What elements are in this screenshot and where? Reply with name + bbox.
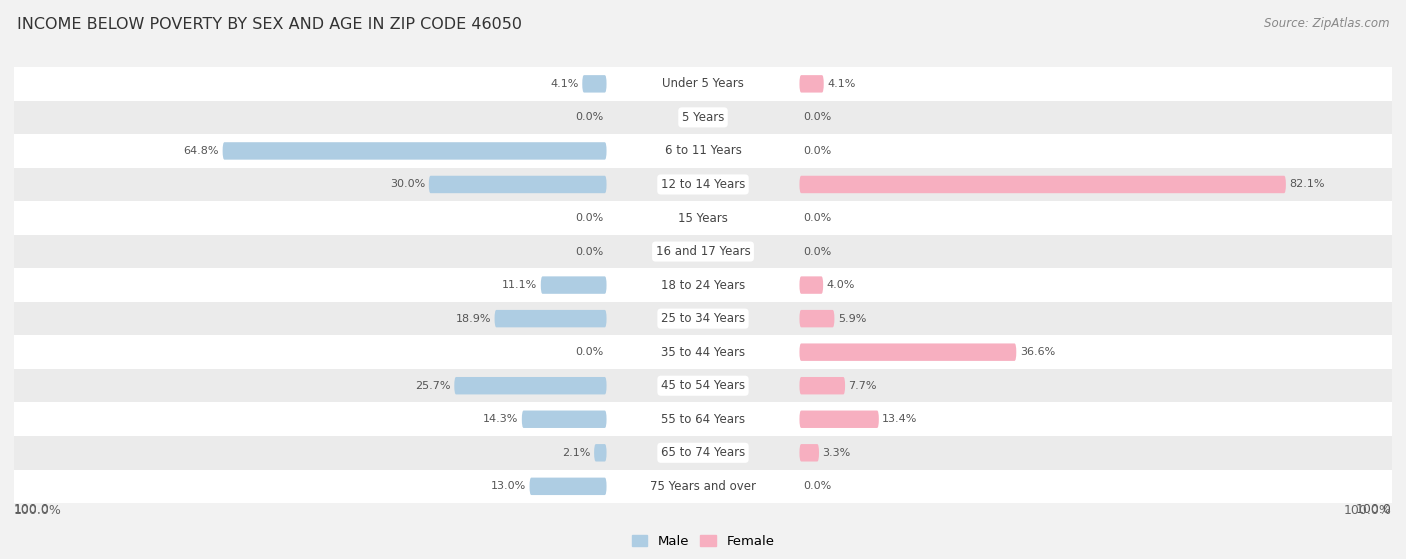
FancyBboxPatch shape xyxy=(541,276,606,294)
Text: 30.0%: 30.0% xyxy=(389,179,426,190)
Text: 100.0: 100.0 xyxy=(14,503,51,516)
FancyBboxPatch shape xyxy=(800,176,1286,193)
Text: 16 and 17 Years: 16 and 17 Years xyxy=(655,245,751,258)
Text: 65 to 74 Years: 65 to 74 Years xyxy=(661,446,745,459)
Text: 0.0%: 0.0% xyxy=(575,347,603,357)
Text: 100.0%: 100.0% xyxy=(14,504,62,517)
Legend: Male, Female: Male, Female xyxy=(626,529,780,553)
FancyBboxPatch shape xyxy=(429,176,606,193)
FancyBboxPatch shape xyxy=(800,343,1017,361)
FancyBboxPatch shape xyxy=(800,377,845,395)
Text: 64.8%: 64.8% xyxy=(184,146,219,156)
Text: 2.1%: 2.1% xyxy=(562,448,591,458)
Text: 0.0%: 0.0% xyxy=(803,247,831,257)
Text: 14.3%: 14.3% xyxy=(484,414,519,424)
Text: 100.0%: 100.0% xyxy=(1344,504,1392,517)
Text: 13.0%: 13.0% xyxy=(491,481,526,491)
FancyBboxPatch shape xyxy=(800,310,834,328)
Text: 55 to 64 Years: 55 to 64 Years xyxy=(661,413,745,426)
FancyBboxPatch shape xyxy=(530,477,606,495)
Bar xyxy=(14,134,1392,168)
Text: 75 Years and over: 75 Years and over xyxy=(650,480,756,493)
Bar xyxy=(14,302,1392,335)
Bar xyxy=(14,268,1392,302)
Text: 35 to 44 Years: 35 to 44 Years xyxy=(661,345,745,359)
Text: 5.9%: 5.9% xyxy=(838,314,866,324)
Bar xyxy=(14,201,1392,235)
FancyBboxPatch shape xyxy=(800,444,820,462)
FancyBboxPatch shape xyxy=(595,444,606,462)
Text: 7.7%: 7.7% xyxy=(848,381,877,391)
Bar xyxy=(14,402,1392,436)
Bar xyxy=(14,436,1392,470)
Text: 0.0%: 0.0% xyxy=(575,247,603,257)
Text: INCOME BELOW POVERTY BY SEX AND AGE IN ZIP CODE 46050: INCOME BELOW POVERTY BY SEX AND AGE IN Z… xyxy=(17,17,522,32)
Text: 45 to 54 Years: 45 to 54 Years xyxy=(661,379,745,392)
Bar xyxy=(14,235,1392,268)
FancyBboxPatch shape xyxy=(800,276,823,294)
Text: 0.0%: 0.0% xyxy=(803,481,831,491)
FancyBboxPatch shape xyxy=(222,142,606,160)
Text: 5 Years: 5 Years xyxy=(682,111,724,124)
FancyBboxPatch shape xyxy=(800,75,824,93)
Text: Source: ZipAtlas.com: Source: ZipAtlas.com xyxy=(1264,17,1389,30)
FancyBboxPatch shape xyxy=(454,377,606,395)
Text: 0.0%: 0.0% xyxy=(803,146,831,156)
FancyBboxPatch shape xyxy=(495,310,606,328)
Text: 100.0: 100.0 xyxy=(1355,503,1392,516)
Text: 11.1%: 11.1% xyxy=(502,280,537,290)
Bar xyxy=(14,470,1392,503)
Text: 15 Years: 15 Years xyxy=(678,211,728,225)
Text: 0.0%: 0.0% xyxy=(803,213,831,223)
Text: 12 to 14 Years: 12 to 14 Years xyxy=(661,178,745,191)
Bar xyxy=(14,168,1392,201)
Bar xyxy=(14,101,1392,134)
Text: 4.1%: 4.1% xyxy=(550,79,579,89)
Text: 25 to 34 Years: 25 to 34 Years xyxy=(661,312,745,325)
Bar xyxy=(14,369,1392,402)
Bar xyxy=(14,67,1392,101)
Text: 18.9%: 18.9% xyxy=(456,314,491,324)
Text: 0.0%: 0.0% xyxy=(575,112,603,122)
Text: 3.3%: 3.3% xyxy=(823,448,851,458)
Text: 0.0%: 0.0% xyxy=(803,112,831,122)
Text: 13.4%: 13.4% xyxy=(883,414,918,424)
Text: 18 to 24 Years: 18 to 24 Years xyxy=(661,278,745,292)
FancyBboxPatch shape xyxy=(582,75,606,93)
Text: 6 to 11 Years: 6 to 11 Years xyxy=(665,144,741,158)
Text: 82.1%: 82.1% xyxy=(1289,179,1324,190)
FancyBboxPatch shape xyxy=(800,410,879,428)
Text: 0.0%: 0.0% xyxy=(575,213,603,223)
Text: 4.1%: 4.1% xyxy=(827,79,856,89)
Text: 25.7%: 25.7% xyxy=(415,381,451,391)
Text: 36.6%: 36.6% xyxy=(1019,347,1054,357)
Bar xyxy=(14,335,1392,369)
FancyBboxPatch shape xyxy=(522,410,606,428)
Text: 4.0%: 4.0% xyxy=(827,280,855,290)
Text: Under 5 Years: Under 5 Years xyxy=(662,77,744,91)
